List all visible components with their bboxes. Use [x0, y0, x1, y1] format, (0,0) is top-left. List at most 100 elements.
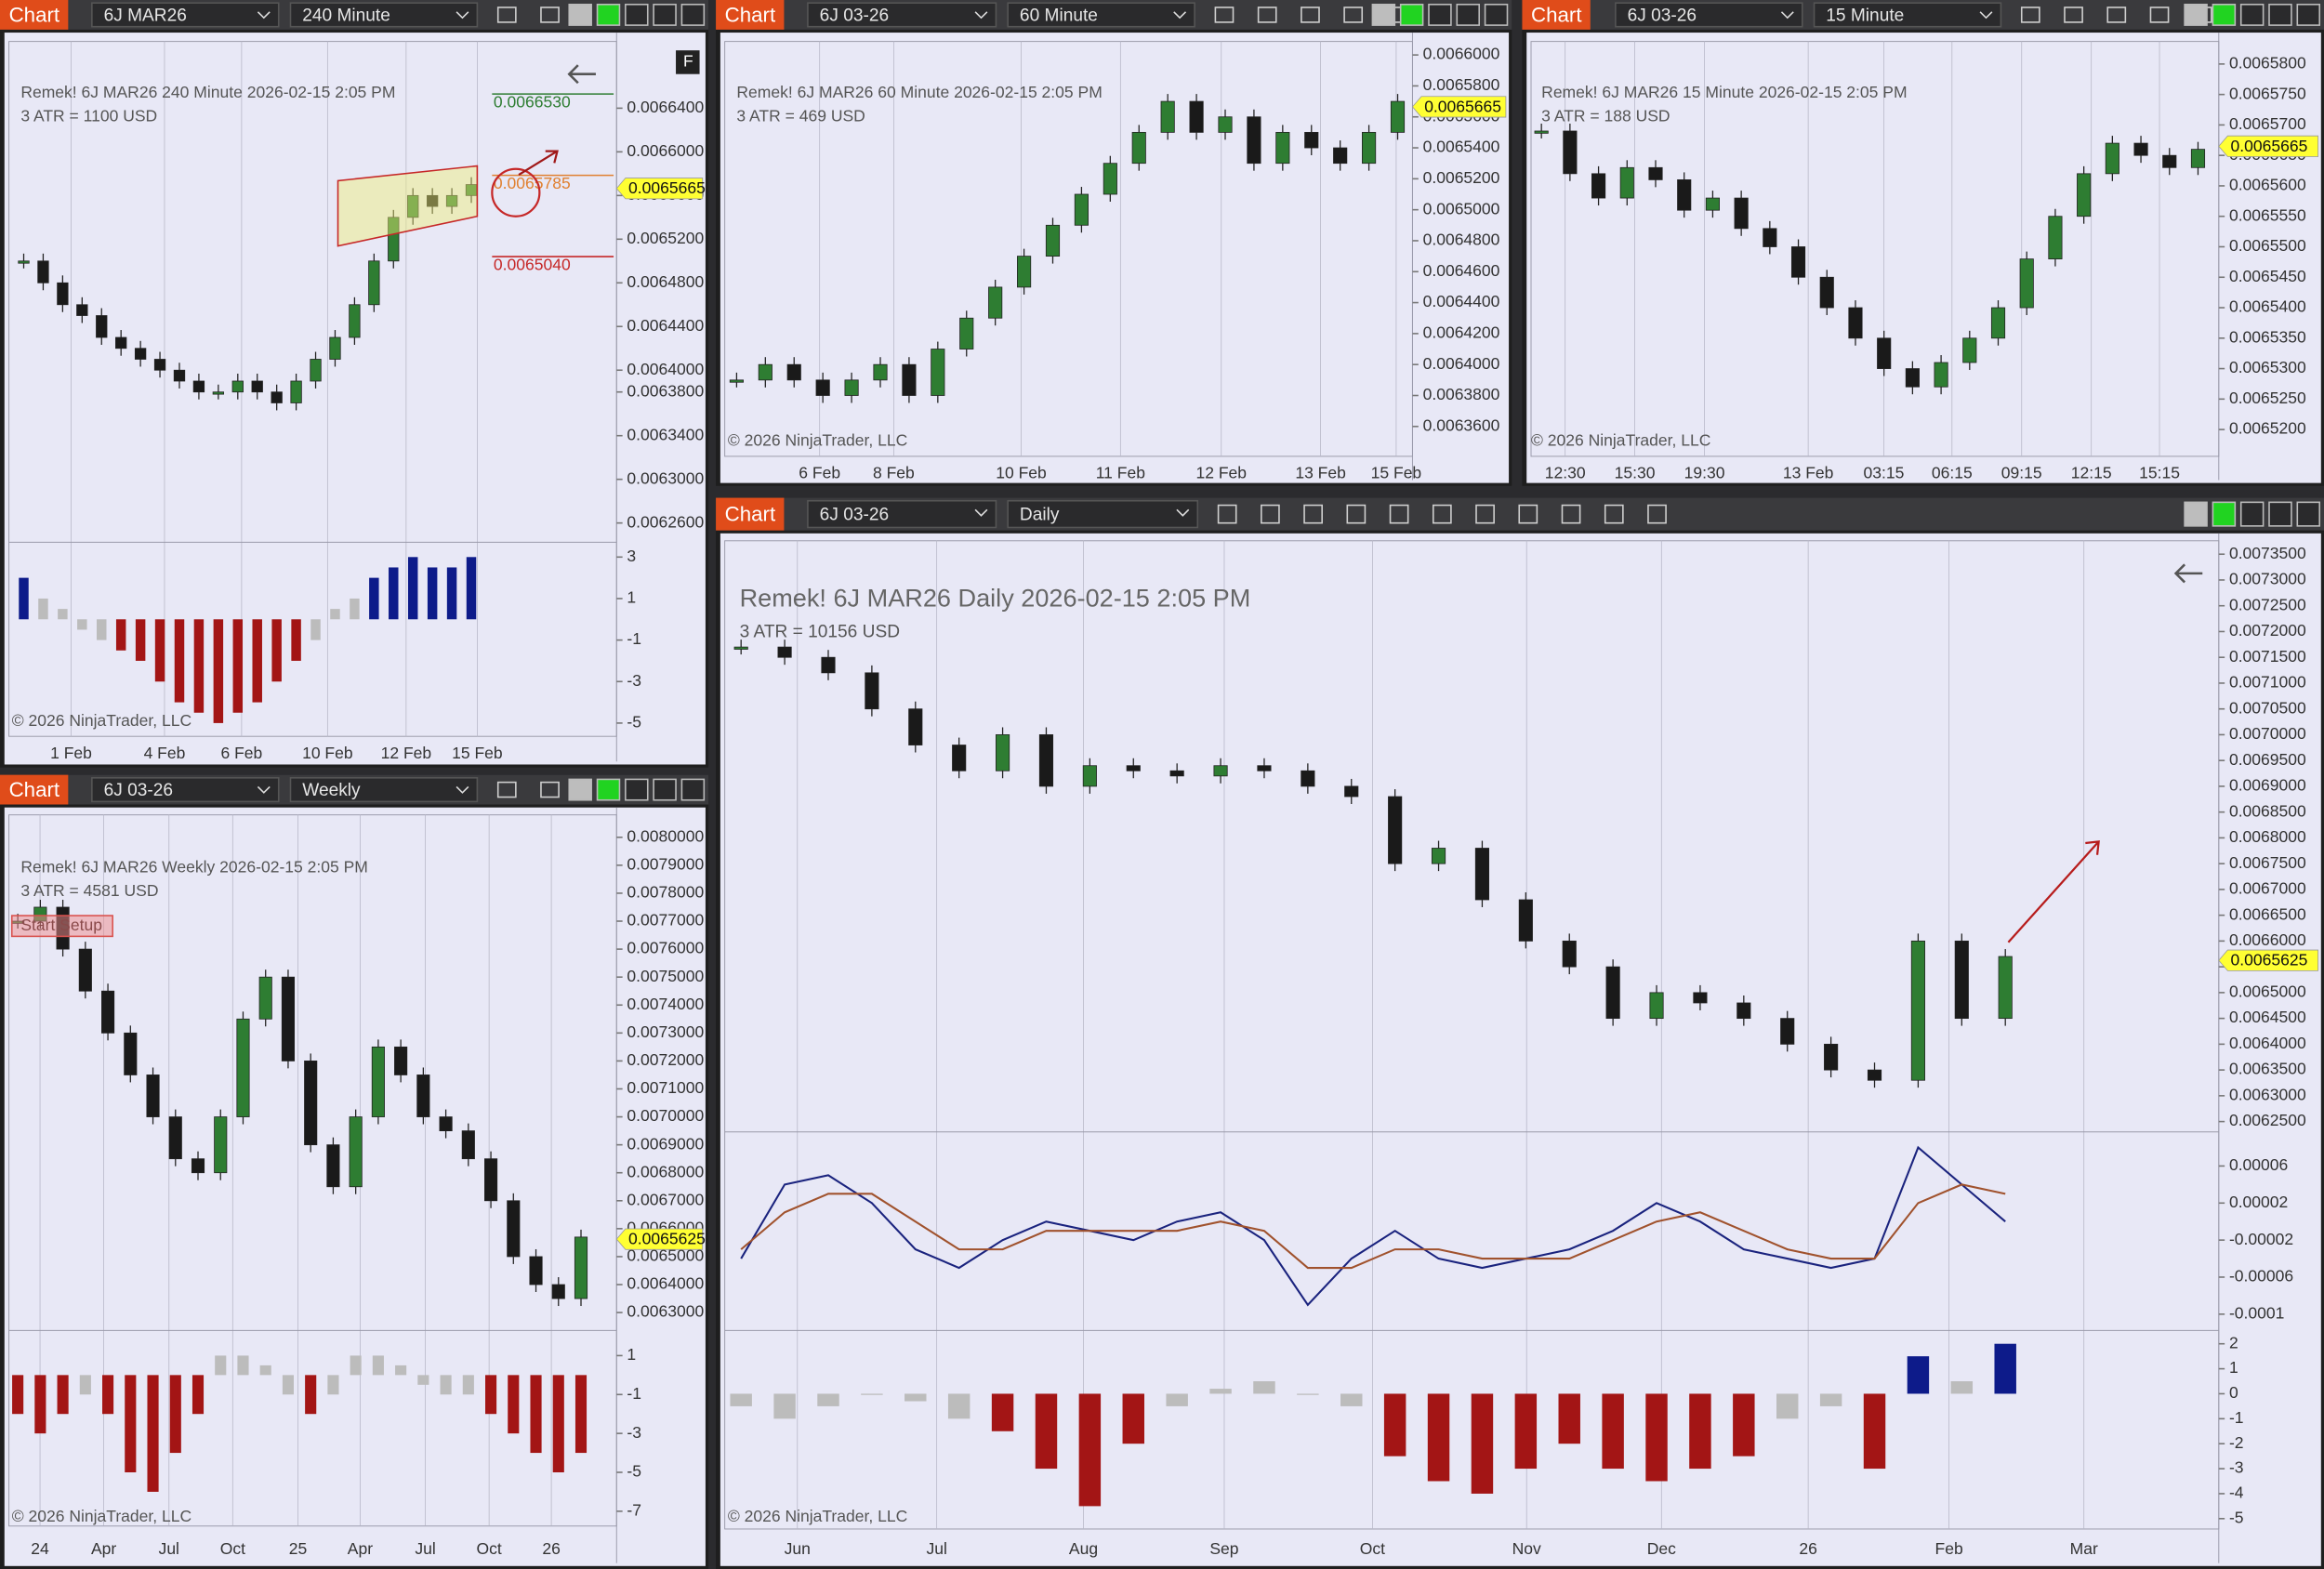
chart-tab-label[interactable]: Chart	[725, 3, 776, 26]
button-link[interactable]	[2212, 501, 2237, 527]
toolbar-icon[interactable]	[1257, 7, 1277, 23]
histogram-bar	[1602, 1393, 1624, 1470]
chart-tab-label[interactable]: Chart	[725, 503, 776, 526]
toolbar-icon[interactable]	[1343, 7, 1364, 23]
button-minimize[interactable]	[1428, 3, 1452, 26]
button-maximize[interactable]	[653, 778, 677, 801]
button-link[interactable]	[2212, 3, 2237, 26]
timeframe-dropdown[interactable]	[1007, 2, 1195, 28]
histogram-bar	[154, 619, 165, 682]
instrument-label[interactable]: 6J MAR26	[104, 7, 187, 26]
button-minimize[interactable]	[2239, 501, 2265, 527]
timeframe-label[interactable]: Daily	[1020, 506, 1060, 525]
timeframe-label[interactable]: 60 Minute	[1020, 7, 1098, 26]
toolbar-icon[interactable]	[1647, 504, 1667, 524]
y-tick-label: 0.0073000	[627, 1022, 704, 1041]
toolbar-icon[interactable]	[540, 781, 560, 798]
histogram-bar	[1209, 1389, 1232, 1394]
instrument-dropdown[interactable]	[91, 777, 280, 803]
button-close[interactable]	[680, 3, 706, 26]
toolbar-icon[interactable]	[1261, 504, 1280, 524]
chart-tab[interactable]	[716, 0, 785, 30]
instrument-label[interactable]: 6J 03-26	[1628, 7, 1697, 26]
toolbar-icon[interactable]	[1301, 7, 1320, 23]
chart-tab[interactable]	[0, 774, 69, 805]
chart-tab-label[interactable]: Chart	[9, 778, 60, 801]
circle-drawing	[491, 167, 541, 218]
chart-tab[interactable]	[1522, 0, 1591, 30]
candle	[153, 359, 166, 371]
chart-tab-label[interactable]: Chart	[9, 3, 60, 26]
toolbar-icon[interactable]	[496, 781, 517, 798]
histogram-bar	[57, 1375, 69, 1415]
chart-tab[interactable]	[716, 497, 785, 531]
timeframe-label[interactable]: 240 Minute	[302, 7, 390, 26]
toolbar-icon[interactable]	[1303, 504, 1323, 524]
instrument-label[interactable]: 6J 03-26	[820, 7, 889, 26]
last-price-box	[1411, 96, 1507, 118]
toolbar-icon[interactable]	[1518, 504, 1538, 524]
toolbar-icon[interactable]	[1561, 504, 1581, 524]
x-tick-label: 12:15	[2071, 464, 2112, 482]
button-minimize[interactable]	[2239, 3, 2265, 26]
histogram-bar	[271, 619, 282, 682]
button-maximize[interactable]	[653, 3, 677, 26]
toolbar-icon[interactable]	[1604, 504, 1624, 524]
button-close[interactable]	[2296, 3, 2321, 26]
button-close[interactable]	[1484, 3, 1509, 26]
toolbar-icon[interactable]	[1346, 504, 1367, 524]
chart-tab[interactable]	[0, 0, 69, 30]
button-link[interactable]	[1399, 3, 1424, 26]
button-gray[interactable]	[2184, 501, 2208, 527]
toolbar-icon[interactable]	[2020, 7, 2040, 23]
button-minimize[interactable]	[625, 778, 649, 801]
button-gray[interactable]	[568, 3, 592, 26]
button-link[interactable]	[596, 778, 621, 801]
toolbar-icon[interactable]	[1432, 504, 1452, 524]
button-close[interactable]	[2296, 501, 2321, 527]
y-tick-label: 0.0063800	[1423, 385, 1500, 403]
timeframe-dropdown[interactable]	[1007, 499, 1199, 529]
instrument-label[interactable]: 6J 03-26	[820, 506, 889, 525]
timeframe-label[interactable]: Weekly	[302, 781, 361, 800]
toolbar-icon[interactable]	[1217, 504, 1237, 524]
toolbar-icon[interactable]	[2149, 7, 2170, 23]
instrument-dropdown[interactable]	[1615, 2, 1803, 28]
toolbar-icon[interactable]	[2064, 7, 2083, 23]
button-minimize[interactable]	[625, 3, 649, 26]
timeframe-label[interactable]: 15 Minute	[1826, 7, 1904, 26]
chart-tab-label[interactable]: Chart	[1531, 3, 1582, 26]
timeframe-dropdown[interactable]	[289, 777, 479, 803]
instrument-dropdown[interactable]	[807, 2, 997, 28]
y-tick-label: 0.0064600	[1423, 261, 1500, 280]
toolbar-icon[interactable]	[2106, 7, 2127, 23]
histogram-bar	[169, 1375, 181, 1454]
toolbar-icon[interactable]	[1214, 7, 1235, 23]
instrument-dropdown[interactable]	[91, 2, 280, 28]
button-gray[interactable]	[2184, 3, 2208, 26]
toolbar-icon[interactable]	[496, 7, 517, 23]
button-close[interactable]	[680, 778, 706, 801]
button-link[interactable]	[596, 3, 621, 26]
instrument-label[interactable]: 6J 03-26	[104, 781, 173, 800]
timeframe-dropdown[interactable]	[289, 2, 479, 28]
candle	[445, 194, 458, 207]
timeframe-dropdown[interactable]	[1813, 2, 2002, 28]
button-gray[interactable]	[568, 778, 592, 801]
chart-area	[720, 33, 1510, 483]
button-gray[interactable]	[1371, 3, 1396, 26]
atr-info: 3 ATR = 4581 USD	[20, 881, 158, 900]
button-maximize[interactable]	[2268, 3, 2292, 26]
x-tick-label: 8 Feb	[873, 464, 915, 482]
back-arrow[interactable]	[2173, 563, 2203, 584]
toolbar-icon[interactable]	[540, 7, 560, 23]
button-maximize[interactable]	[2268, 501, 2292, 527]
button-maximize[interactable]	[1456, 3, 1480, 26]
histogram-bar	[1558, 1393, 1580, 1444]
back-arrow[interactable]	[567, 64, 596, 85]
toolbar-icon[interactable]	[1389, 504, 1409, 524]
toolbar-icon[interactable]	[1475, 504, 1495, 524]
x-tick-label: 25	[289, 1539, 307, 1558]
y-tick-label: 0.0069500	[2229, 750, 2306, 769]
instrument-dropdown[interactable]	[807, 499, 997, 529]
